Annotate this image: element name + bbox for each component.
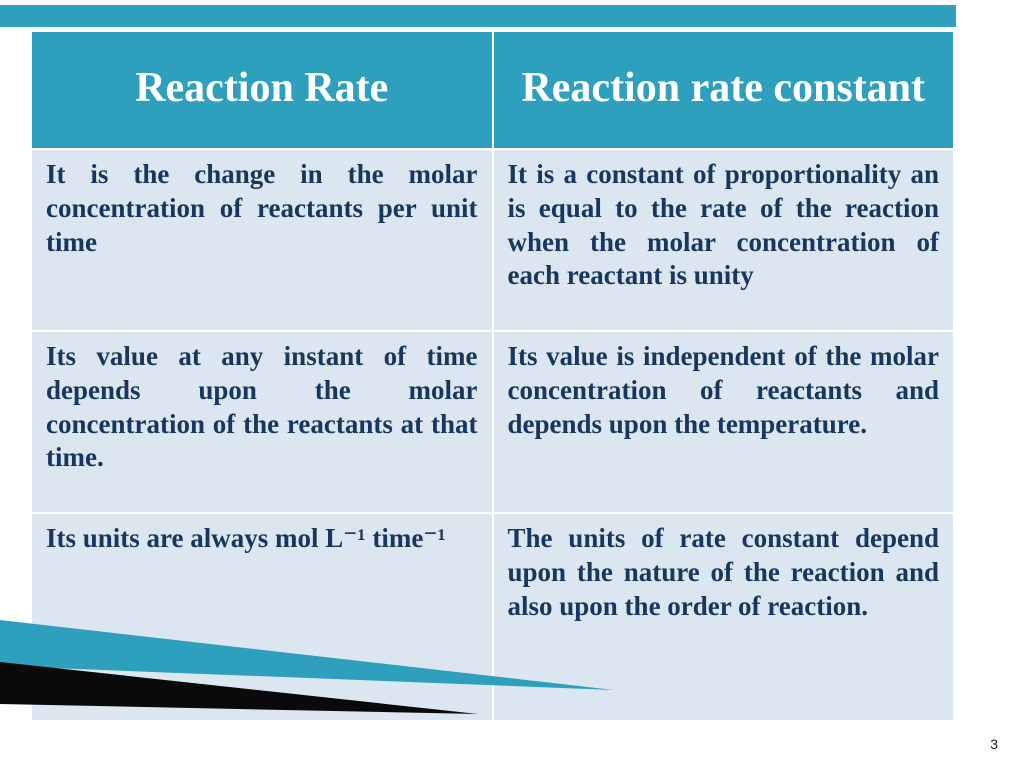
cell-reaction-rate-dependence: Its value at any instant of time depends… [30,330,494,514]
table-header-reaction-rate: Reaction Rate [30,30,494,150]
table-row: Its value at any instant of time depends… [30,330,955,514]
top-accent-bar [0,5,956,27]
table-row: Its units are always mol L⁻¹ time⁻¹ The … [30,512,955,722]
comparison-table: Reaction Rate Reaction rate constant It … [30,30,955,722]
cell-reaction-rate-units: Its units are always mol L⁻¹ time⁻¹ [30,512,494,722]
table-header-rate-constant: Reaction rate constant [491,30,955,150]
page-number: 3 [990,736,998,752]
cell-rate-constant-definition: It is a constant of proportionality an i… [491,148,955,332]
cell-reaction-rate-definition: It is the change in the molar concentrat… [30,148,494,332]
cell-rate-constant-units: The units of rate constant depend upon t… [491,512,955,722]
cell-rate-constant-dependence: Its value is independent of the molar co… [491,330,955,514]
table-row: It is the change in the molar concentrat… [30,148,955,332]
table-header-row: Reaction Rate Reaction rate constant [30,30,955,150]
